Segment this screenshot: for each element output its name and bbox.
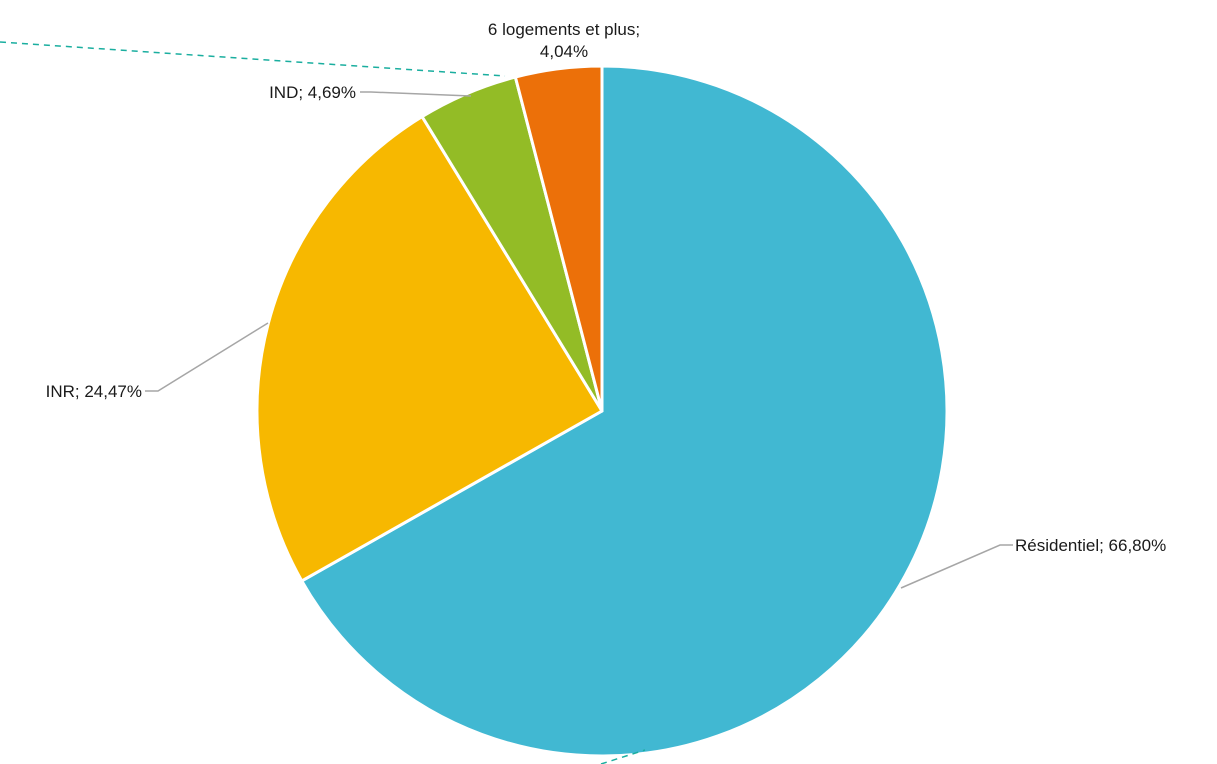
data-label-residentiel: Résidentiel; 66,80%: [1015, 536, 1166, 555]
pie-slice-r-sidentiel: [300, 64, 949, 758]
pie-slice-inr: [255, 115, 604, 583]
data-label-ind: IND; 4,69%: [269, 83, 356, 102]
leader-line-inr: [145, 322, 269, 392]
dashed-overlay-lines: [0, 41, 646, 764]
leader-lines: [145, 91, 1013, 589]
leader-line-ind: [360, 91, 472, 97]
dashed-line-bottom: [600, 749, 646, 764]
data-labels: Résidentiel; 66,80% INR; 24,47% IND; 4,6…: [46, 20, 1167, 555]
data-label-6-logements: 6 logements et plus; 4,04%: [488, 20, 640, 61]
pie-slices: [255, 64, 949, 758]
dashed-line-top: [0, 41, 506, 77]
data-label-inr: INR; 24,47%: [46, 382, 142, 401]
leader-line-residentiel: [900, 544, 1013, 589]
pie-slice-6-logements-et-plus: [513, 64, 604, 413]
